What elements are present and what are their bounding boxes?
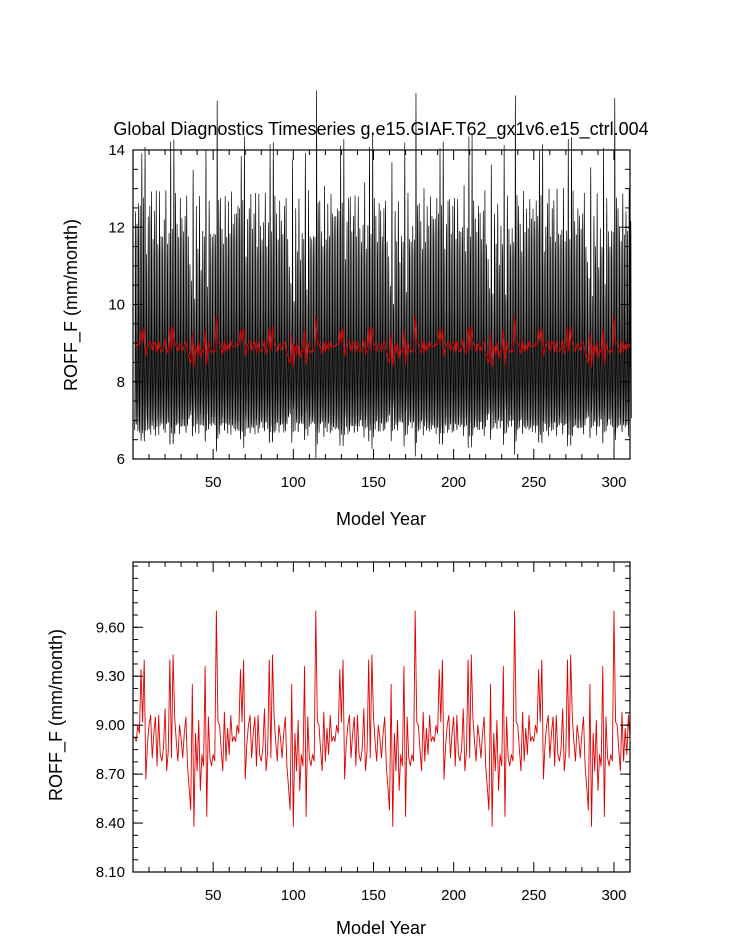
x-tick-label: 100 <box>281 474 306 491</box>
bottom-y-axis-label: ROFF_F (mm/month) <box>46 629 67 801</box>
bottom-chart: 50 100 150 200 250 300 8.10 8.40 8.70 9.00 9.30 9.6… <box>46 561 631 938</box>
x-tick-label: 150 <box>361 474 386 491</box>
y-tick-label: 12 <box>108 219 125 236</box>
x-tick-label: 50 <box>205 474 222 491</box>
top-chart: 50 100 150 200 250 300 6 8 10 12 14 ROFF_F (mm/mon… <box>61 90 632 529</box>
top-y-axis-label: ROFF_F (mm/month) <box>61 219 82 391</box>
y-tick-label: 8 <box>117 374 125 391</box>
y-tick-label: 6 <box>117 451 125 468</box>
top-annual-series <box>134 315 631 368</box>
x-tick-label: 250 <box>521 474 546 491</box>
x-tick-label: 300 <box>601 474 626 491</box>
annual-line <box>134 610 631 827</box>
top-axis-ticks: 50 100 150 200 250 300 6 8 10 12 14 <box>108 142 630 491</box>
x-tick-label: 200 <box>441 474 466 491</box>
x-tick-label: 300 <box>601 887 626 904</box>
y-tick-label: 8.10 <box>96 864 125 881</box>
bottom-plot-frame <box>132 561 631 873</box>
bottom-axis-ticks: 50 100 150 200 250 300 8.10 8.40 8.70 9.00 9.30 9.6… <box>96 562 630 904</box>
bottom-x-axis-label: Model Year <box>336 918 426 938</box>
top-x-axis-label: Model Year <box>336 509 426 529</box>
figure-title: Global Diagnostics Timeseries g.e15.GIAF… <box>113 119 648 140</box>
y-tick-label: 9.30 <box>96 668 125 685</box>
x-tick-label: 150 <box>361 887 386 904</box>
x-tick-label: 250 <box>521 887 546 904</box>
y-tick-label: 9.00 <box>96 717 125 734</box>
bottom-annual-series <box>134 610 631 827</box>
annual-line <box>134 315 631 368</box>
y-tick-label: 9.60 <box>96 619 125 636</box>
monthly-line <box>134 90 632 459</box>
x-tick-label: 200 <box>441 887 466 904</box>
y-tick-label: 14 <box>108 142 125 159</box>
x-tick-label: 50 <box>205 887 222 904</box>
y-tick-label: 8.40 <box>96 815 125 832</box>
x-tick-label: 100 <box>281 887 306 904</box>
y-tick-label: 10 <box>108 297 125 314</box>
y-tick-label: 8.70 <box>96 766 125 783</box>
top-monthly-series <box>134 90 632 459</box>
